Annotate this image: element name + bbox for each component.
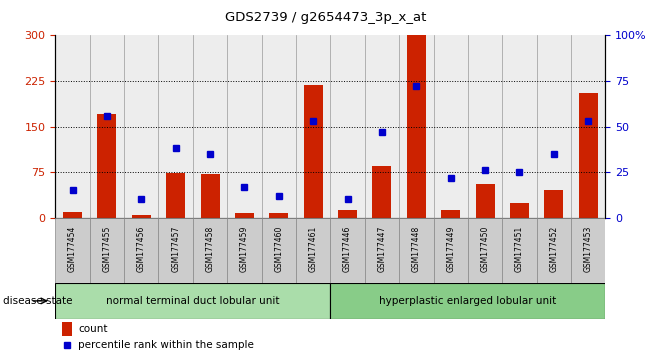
Text: GSM177458: GSM177458 xyxy=(206,225,215,272)
Bar xyxy=(98,114,117,218)
Bar xyxy=(132,215,151,218)
Bar xyxy=(331,218,365,283)
Bar xyxy=(193,35,227,218)
Text: GSM177454: GSM177454 xyxy=(68,225,77,272)
Bar xyxy=(227,35,262,218)
Text: GSM177447: GSM177447 xyxy=(378,225,387,272)
Bar xyxy=(55,218,90,283)
Bar xyxy=(304,85,323,218)
Bar xyxy=(503,218,536,283)
Text: percentile rank within the sample: percentile rank within the sample xyxy=(78,340,254,350)
Text: GSM177460: GSM177460 xyxy=(274,225,283,272)
Bar xyxy=(270,213,288,218)
Bar xyxy=(193,218,227,283)
Bar xyxy=(476,184,495,218)
Text: GDS2739 / g2654473_3p_x_at: GDS2739 / g2654473_3p_x_at xyxy=(225,11,426,24)
Bar xyxy=(536,218,571,283)
Text: GSM177446: GSM177446 xyxy=(343,225,352,272)
Text: GSM177461: GSM177461 xyxy=(309,225,318,272)
Text: hyperplastic enlarged lobular unit: hyperplastic enlarged lobular unit xyxy=(380,296,557,306)
Bar xyxy=(331,35,365,218)
Bar xyxy=(571,35,605,218)
Bar xyxy=(124,35,158,218)
Bar xyxy=(63,212,82,218)
Bar xyxy=(296,218,331,283)
Text: GSM177457: GSM177457 xyxy=(171,225,180,272)
Bar xyxy=(235,213,254,218)
Bar xyxy=(434,35,468,218)
Text: GSM177450: GSM177450 xyxy=(480,225,490,272)
Bar xyxy=(365,218,399,283)
Bar xyxy=(296,35,331,218)
Bar xyxy=(434,218,468,283)
Bar xyxy=(579,93,598,218)
Bar xyxy=(372,166,391,218)
Bar xyxy=(399,35,434,218)
Text: GSM177451: GSM177451 xyxy=(515,225,524,272)
Bar xyxy=(399,218,434,283)
Bar xyxy=(544,190,563,218)
Bar xyxy=(262,35,296,218)
Text: count: count xyxy=(78,324,107,334)
Bar xyxy=(407,35,426,218)
Bar xyxy=(365,35,399,218)
Bar xyxy=(468,35,503,218)
Bar xyxy=(158,35,193,218)
Bar xyxy=(503,35,536,218)
Text: disease state: disease state xyxy=(3,296,73,306)
Bar xyxy=(166,173,185,218)
Bar xyxy=(124,218,158,283)
Text: GSM177453: GSM177453 xyxy=(584,225,593,272)
Bar xyxy=(55,35,90,218)
Bar xyxy=(55,283,330,319)
Bar xyxy=(201,174,219,218)
Bar xyxy=(510,202,529,218)
Text: normal terminal duct lobular unit: normal terminal duct lobular unit xyxy=(106,296,280,306)
Text: GSM177456: GSM177456 xyxy=(137,225,146,272)
Text: GSM177449: GSM177449 xyxy=(446,225,455,272)
Bar xyxy=(158,218,193,283)
Text: GSM177459: GSM177459 xyxy=(240,225,249,272)
Bar xyxy=(90,218,124,283)
Bar xyxy=(536,35,571,218)
Bar xyxy=(331,283,605,319)
Bar xyxy=(571,218,605,283)
Bar xyxy=(441,210,460,218)
Bar xyxy=(227,218,262,283)
Bar xyxy=(262,218,296,283)
Bar xyxy=(468,218,503,283)
Text: GSM177452: GSM177452 xyxy=(549,225,559,272)
Text: GSM177455: GSM177455 xyxy=(102,225,111,272)
Bar xyxy=(62,322,72,336)
Bar xyxy=(90,35,124,218)
Bar xyxy=(338,210,357,218)
Text: GSM177448: GSM177448 xyxy=(412,225,421,272)
